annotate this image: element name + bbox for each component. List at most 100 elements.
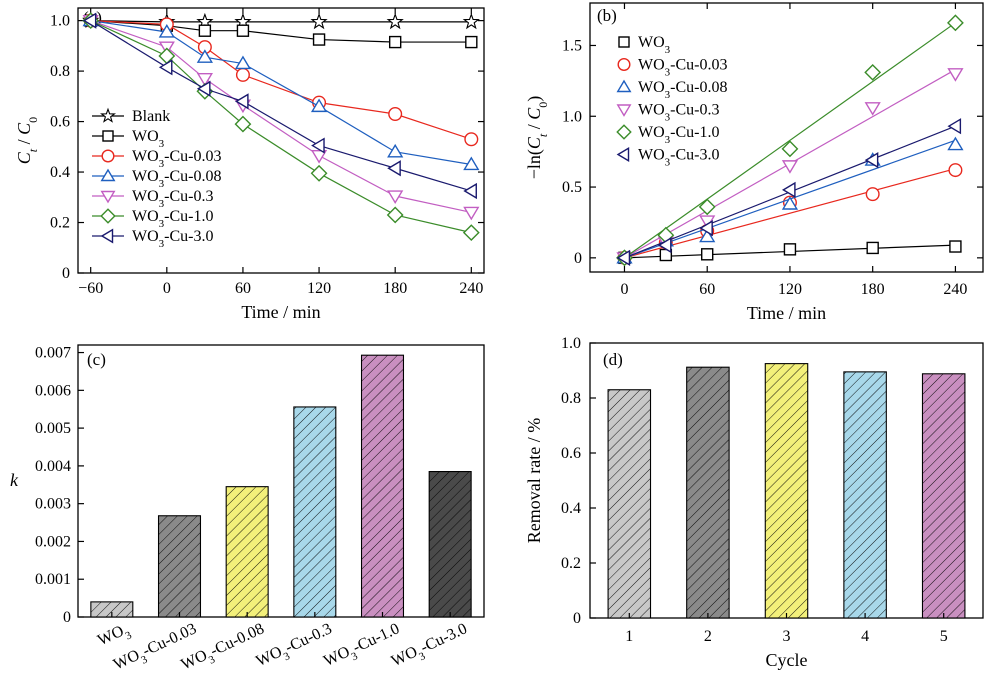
legend-suffix: -Cu-0.03 (670, 57, 727, 74)
y-tick-label: 0 (573, 610, 581, 627)
y-tick-label: 0.001 (35, 571, 71, 588)
x-axis-label: Cycle (766, 650, 808, 670)
y-tick-label: 0.2 (50, 215, 70, 232)
series-3 (82, 12, 480, 171)
panel-a: −60 0 60 120 180 240 0 0.2 0.4 0.6 0.8 1.0 Time / mi… (14, 7, 485, 322)
x-tick-label: 240 (459, 280, 483, 297)
data-point (657, 236, 672, 254)
x-tick-label: 240 (943, 281, 967, 298)
x-axis-label: Time / min (747, 303, 826, 323)
legend-name: WO (132, 148, 159, 165)
y-label-c0: C (524, 107, 544, 120)
legend-name: WO (132, 188, 159, 205)
y-tick-label: 0.002 (35, 533, 71, 550)
y-tick-label: 0.2 (561, 555, 581, 572)
legend-suffix: -Cu-0.3 (670, 102, 719, 119)
legend-name: WO (638, 124, 665, 141)
bar (607, 389, 652, 619)
series-2 (83, 13, 479, 147)
y-label-c: C (14, 151, 34, 164)
data-point (947, 136, 964, 151)
y-label-sub: t (26, 148, 40, 152)
data-point (947, 14, 964, 32)
data-point (463, 206, 480, 221)
y-label-sub: t (536, 133, 550, 137)
data-point (196, 49, 213, 63)
data-point (158, 24, 175, 38)
bar (225, 486, 269, 618)
x-tick-label: 0 (163, 280, 171, 297)
legend-label: WO3-Cu-0.08 (132, 168, 221, 190)
category-subscript: 3 (417, 650, 428, 663)
legend-suffix: -Cu-3.0 (670, 147, 719, 164)
x-tick-label: 0 (620, 281, 628, 298)
data-point (310, 164, 328, 182)
x-tick-label: 1 (625, 628, 633, 645)
panel-label: (d) (603, 350, 623, 369)
legend-subscript: 3 (159, 158, 165, 170)
y-axis-label: k (10, 470, 19, 490)
legend-suffix: -Cu-0.08 (670, 79, 727, 96)
legend-marker (100, 168, 116, 182)
y-tick-label: 0.8 (561, 390, 581, 407)
legend-subscript: 3 (159, 138, 165, 150)
legend-label: WO3-Cu-0.3 (638, 102, 719, 124)
legend-label: WO3 (638, 34, 671, 56)
legend-label: WO3-Cu-0.08 (638, 79, 727, 101)
data-point (699, 228, 716, 243)
y-tick-label: 0 (62, 265, 70, 282)
data-point (781, 140, 799, 158)
data-point (234, 115, 252, 133)
category-suffix: -Cu-3.0 (418, 620, 470, 656)
legend-marker (102, 130, 114, 142)
legend-marker (616, 79, 632, 93)
bar (293, 406, 337, 618)
legend-suffix: -Cu-0.03 (164, 148, 221, 165)
data-point (948, 163, 963, 178)
legend-suffix: -Cu-1.0 (164, 208, 213, 225)
bar (157, 515, 202, 618)
category-name: WO (389, 643, 420, 670)
data-point (158, 59, 173, 76)
series-5 (616, 118, 962, 266)
y-label-sub0: 0 (26, 117, 40, 123)
panel-d: 0 0.2 0.4 0.6 0.8 1.0 Removal rate / % Cycle (d)… (524, 335, 984, 670)
x-tick-label: WO3 (95, 620, 134, 654)
data-point (310, 98, 328, 113)
fit-line (624, 168, 956, 259)
data-point (310, 12, 328, 30)
legend-name: WO (132, 128, 159, 145)
bar (428, 471, 472, 618)
legend-name: WO (638, 34, 665, 51)
legend-subscript: 3 (159, 238, 165, 250)
y-tick-label: 0.4 (50, 164, 70, 181)
y-tick-label: 1.5 (562, 37, 582, 54)
data-point (464, 132, 479, 147)
legend-name: WO (638, 79, 665, 96)
y-tick-label: 0.005 (35, 420, 71, 437)
data-point (465, 35, 478, 49)
plot-frame (589, 2, 984, 273)
legend-name: WO (132, 228, 159, 245)
x-tick-label: 120 (778, 281, 802, 298)
data-point (698, 198, 716, 216)
legend-marker (616, 124, 632, 140)
bar (843, 371, 887, 619)
series-6 (82, 12, 477, 200)
data-point (781, 181, 796, 198)
data-point (387, 190, 404, 204)
legend-label: WO3-Cu-0.03 (132, 148, 221, 170)
legend-suffix: -Cu-1.0 (670, 124, 719, 141)
category-name: WO (179, 647, 210, 674)
data-point (865, 187, 880, 202)
category-subscript: 3 (139, 653, 150, 666)
panel-label: (b) (597, 6, 617, 25)
legend-marker (100, 190, 116, 204)
x-tick-label: 180 (383, 280, 407, 297)
bar (686, 366, 730, 619)
legend-marker (100, 228, 114, 244)
legend-name: Blank (132, 108, 170, 125)
series-5 (82, 12, 480, 242)
